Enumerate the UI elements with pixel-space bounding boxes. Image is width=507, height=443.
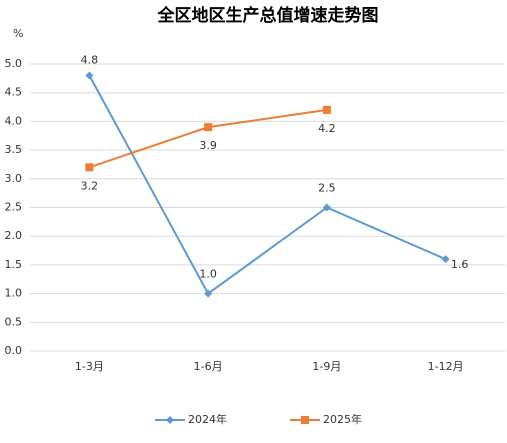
marker	[322, 105, 331, 114]
y-tick-label: 1.0	[5, 287, 23, 300]
legend-label: 2025年	[323, 412, 362, 426]
y-axis-label: %	[13, 27, 23, 40]
legend-marker	[166, 416, 174, 424]
marker	[441, 255, 450, 264]
legend-marker	[301, 416, 309, 424]
marker	[85, 163, 94, 172]
x-tick-label: 1-6月	[194, 360, 223, 373]
y-tick-label: 4.0	[5, 114, 23, 127]
x-tick-label: 1-9月	[312, 360, 341, 373]
y-tick-label: 5.0	[5, 57, 23, 70]
y-tick-label: 1.5	[5, 258, 23, 271]
data-label: 1.6	[451, 258, 469, 271]
y-tick-label: 0.5	[5, 315, 23, 328]
data-label: 2.5	[318, 182, 336, 195]
data-label: 3.2	[81, 179, 99, 192]
data-label: 3.9	[199, 139, 217, 152]
chart-title: 全区地区生产总值增速走势图	[157, 5, 379, 26]
marker	[204, 289, 213, 298]
y-tick-label: 4.5	[5, 86, 23, 99]
data-label: 4.2	[318, 122, 336, 135]
series-line	[88, 75, 447, 296]
marker	[85, 71, 94, 80]
marker	[322, 203, 331, 212]
data-label: 1.0	[199, 268, 217, 281]
x-tick-label: 1-3月	[75, 360, 104, 373]
y-tick-label: 0.0	[5, 344, 23, 357]
y-tick-label: 2.0	[5, 229, 23, 242]
marker	[204, 123, 213, 132]
y-tick-label: 2.5	[5, 201, 23, 214]
legend-label: 2024年	[188, 412, 227, 426]
y-tick-label: 3.5	[5, 143, 23, 156]
x-tick-label: 1-12月	[428, 360, 464, 373]
data-label: 4.8	[81, 53, 99, 66]
y-tick-label: 3.0	[5, 172, 23, 185]
